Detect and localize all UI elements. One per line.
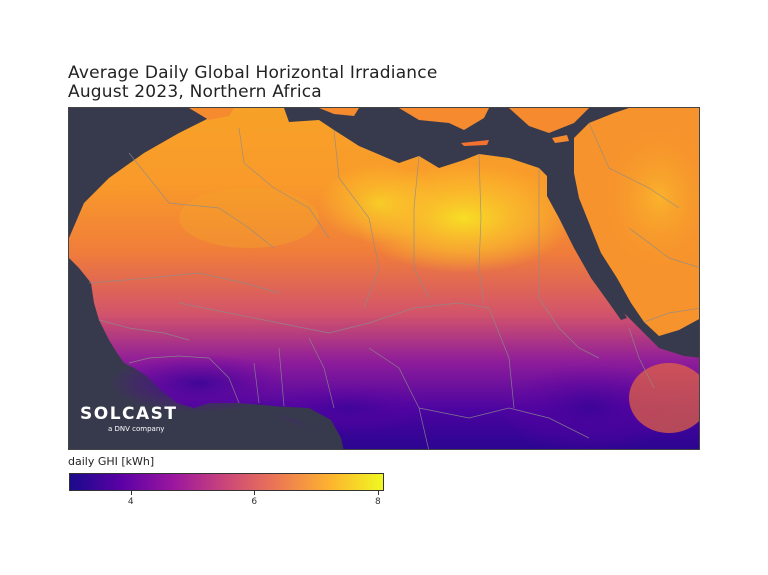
colorbar-tick: [130, 491, 132, 495]
crete-island: [461, 140, 489, 146]
colorbar-tick: [254, 491, 256, 495]
colorbar-label: daily GHI [kWh]: [68, 455, 155, 468]
chart-title: Average Daily Global Horizontal Irradian…: [68, 64, 438, 102]
red-sea: [547, 176, 627, 320]
irradiance-map: [68, 107, 700, 450]
title-line-2: August 2023, Northern Africa: [68, 82, 322, 102]
colorbar-tick: [377, 491, 379, 495]
title-line-1: Average Daily Global Horizontal Irradian…: [68, 63, 438, 83]
logo-subtitle: a DNV company: [108, 425, 165, 433]
map-canvas: [69, 108, 699, 449]
logo-wordmark: SOLCAST: [80, 404, 178, 424]
colorbar: [69, 473, 384, 491]
colorbar-tick-label: 8: [374, 497, 381, 507]
gulf-of-guinea-coast: [269, 406, 344, 449]
colorbar-tick-label: 4: [127, 497, 134, 507]
colorbar-tick-label: 6: [251, 497, 258, 507]
country-borders: [88, 122, 699, 449]
europe-landmass: [189, 108, 589, 133]
cyprus-island: [552, 135, 569, 143]
solcast-logo: SOLCAST a DNV company: [80, 404, 178, 433]
